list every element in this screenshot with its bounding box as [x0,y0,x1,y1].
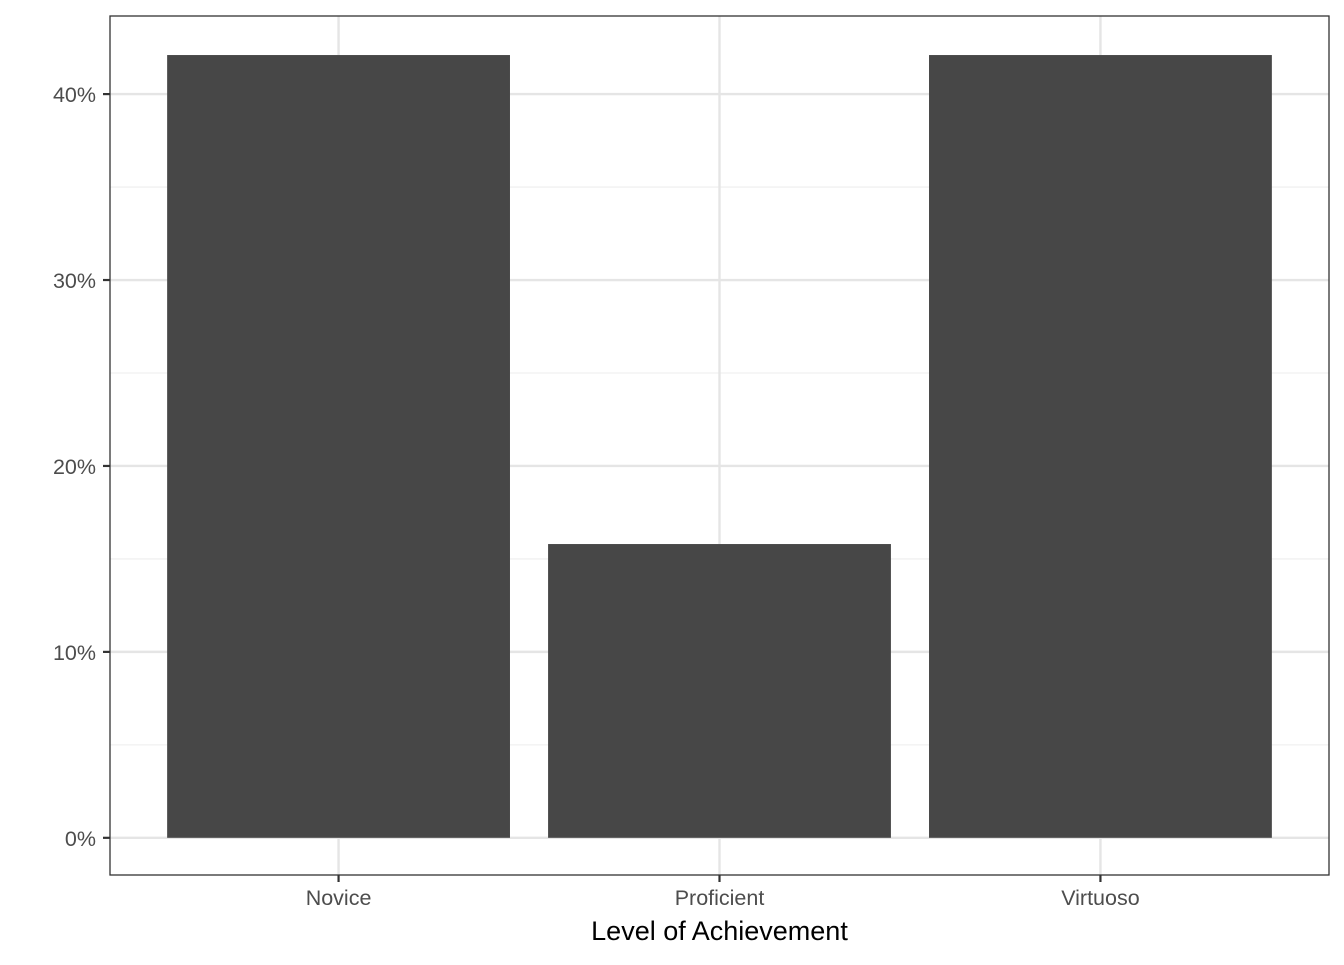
y-tick-label: 0% [65,827,96,851]
bar-virtuoso [929,55,1272,838]
x-axis-title: Level of Achievement [591,916,848,946]
bar-novice [167,55,510,838]
x-tick-label: Novice [306,886,372,910]
x-tick-label: Virtuoso [1061,886,1140,910]
y-tick-label: 20% [53,455,96,479]
axes: 0% 10% 20% 30% 40% Novice Proficient Virtuoso [53,83,1140,910]
y-tick-label: 40% [53,83,96,107]
bars [167,55,1272,838]
y-tick-label: 30% [53,269,96,293]
bar-proficient [548,544,891,838]
x-tick-label: Proficient [675,886,765,910]
y-tick-label: 10% [53,641,96,665]
